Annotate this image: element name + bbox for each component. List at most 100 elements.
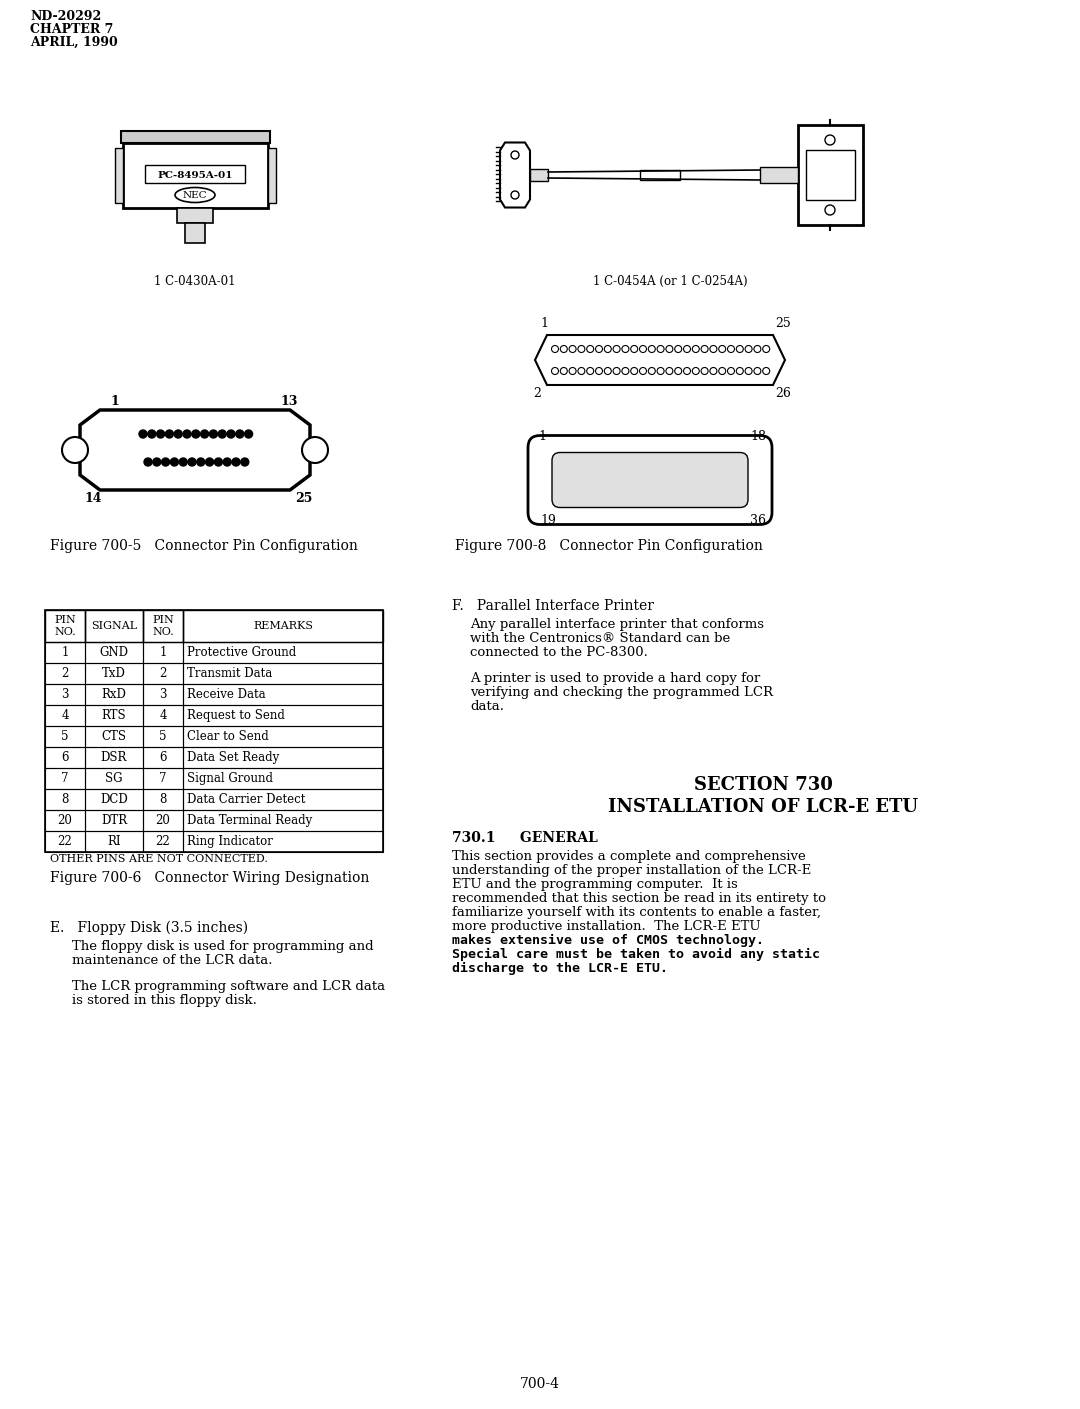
Text: DCD: DCD [100, 793, 127, 806]
Text: SIGNAL: SIGNAL [91, 621, 137, 631]
Text: 4: 4 [62, 709, 69, 721]
Text: Data Carrier Detect: Data Carrier Detect [187, 793, 306, 806]
Polygon shape [268, 148, 275, 203]
Circle shape [165, 430, 174, 438]
Text: Signal Ground: Signal Ground [187, 772, 273, 785]
Text: SECTION 730: SECTION 730 [693, 776, 833, 795]
Circle shape [148, 430, 156, 438]
Circle shape [144, 458, 152, 466]
Text: APRIL, 1990: APRIL, 1990 [30, 37, 118, 49]
Text: Clear to Send: Clear to Send [187, 730, 269, 743]
Text: PC-8495A-01: PC-8495A-01 [158, 172, 233, 180]
Text: Figure 700-6   Connector Wiring Designation: Figure 700-6 Connector Wiring Designatio… [50, 871, 369, 885]
Circle shape [244, 430, 253, 438]
Text: CTS: CTS [102, 730, 126, 743]
Text: 2: 2 [160, 666, 166, 681]
Text: OTHER PINS ARE NOT CONNECTED.: OTHER PINS ARE NOT CONNECTED. [50, 854, 268, 864]
Text: 26: 26 [775, 387, 791, 400]
Circle shape [174, 430, 183, 438]
Text: 3: 3 [159, 688, 166, 702]
Text: understanding of the proper installation of the LCR-E: understanding of the proper installation… [453, 864, 811, 876]
Circle shape [227, 430, 235, 438]
Text: Protective Ground: Protective Ground [187, 645, 296, 659]
Text: 36: 36 [750, 514, 766, 527]
Circle shape [192, 430, 200, 438]
Text: 1: 1 [540, 317, 548, 330]
Text: connected to the PC-8300.: connected to the PC-8300. [470, 645, 648, 659]
Circle shape [152, 458, 161, 466]
Text: makes extensive use of CMOS technology.: makes extensive use of CMOS technology. [453, 934, 764, 947]
Text: 14: 14 [85, 492, 103, 504]
Text: 25: 25 [295, 492, 312, 504]
Text: 19: 19 [540, 514, 556, 527]
Text: REMARKS: REMARKS [253, 621, 313, 631]
Circle shape [302, 437, 328, 464]
Text: SG: SG [105, 772, 123, 785]
Text: 1 C-0454A (or 1 C-0254A): 1 C-0454A (or 1 C-0254A) [593, 275, 747, 287]
Circle shape [218, 430, 226, 438]
Circle shape [224, 458, 231, 466]
Text: 6: 6 [159, 751, 166, 764]
Text: NO.: NO. [54, 627, 76, 637]
Text: 6: 6 [62, 751, 69, 764]
Polygon shape [114, 148, 122, 203]
Text: A printer is used to provide a hard copy for: A printer is used to provide a hard copy… [470, 672, 760, 685]
Text: Figure 700-5   Connector Pin Configuration: Figure 700-5 Connector Pin Configuration [50, 540, 357, 552]
Text: 7: 7 [62, 772, 69, 785]
Circle shape [235, 430, 244, 438]
Polygon shape [121, 131, 270, 142]
Text: DSR: DSR [100, 751, 127, 764]
Text: 13: 13 [280, 395, 297, 409]
Circle shape [210, 430, 217, 438]
Text: ND-20292: ND-20292 [30, 10, 102, 23]
Circle shape [171, 458, 178, 466]
Polygon shape [500, 142, 530, 207]
Text: F.   Parallel Interface Printer: F. Parallel Interface Printer [453, 599, 654, 613]
Text: verifying and checking the programmed LCR: verifying and checking the programmed LC… [470, 686, 773, 699]
Text: NEC: NEC [183, 190, 207, 200]
Text: DTR: DTR [100, 814, 127, 827]
Polygon shape [640, 170, 680, 180]
Circle shape [201, 430, 208, 438]
Text: RI: RI [107, 836, 121, 848]
Text: Request to Send: Request to Send [187, 709, 285, 721]
Circle shape [197, 458, 205, 466]
FancyBboxPatch shape [528, 435, 772, 524]
Circle shape [188, 458, 195, 466]
Text: 18: 18 [750, 430, 766, 442]
Text: TxD: TxD [103, 666, 126, 681]
Text: familiarize yourself with its contents to enable a faster,: familiarize yourself with its contents t… [453, 906, 821, 919]
Text: 4: 4 [159, 709, 166, 721]
Text: discharge to the LCR-E ETU.: discharge to the LCR-E ETU. [453, 962, 669, 975]
Polygon shape [185, 223, 205, 242]
Text: 1: 1 [110, 395, 119, 409]
Circle shape [139, 430, 147, 438]
Text: Receive Data: Receive Data [187, 688, 266, 702]
Text: 20: 20 [57, 814, 72, 827]
Text: The floppy disk is used for programming and: The floppy disk is used for programming … [72, 940, 374, 952]
Circle shape [205, 458, 214, 466]
Circle shape [232, 458, 240, 466]
Polygon shape [760, 168, 797, 183]
Text: 22: 22 [156, 836, 171, 848]
Text: The LCR programming software and LCR data: The LCR programming software and LCR dat… [72, 981, 386, 993]
Circle shape [179, 458, 187, 466]
Text: 5: 5 [62, 730, 69, 743]
Text: data.: data. [470, 700, 504, 713]
Circle shape [62, 437, 87, 464]
Text: ETU and the programming computer.  It is: ETU and the programming computer. It is [453, 878, 738, 890]
Polygon shape [145, 165, 245, 183]
Text: CHAPTER 7: CHAPTER 7 [30, 23, 113, 37]
Circle shape [241, 458, 248, 466]
Text: Any parallel interface printer that conforms: Any parallel interface printer that conf… [470, 619, 764, 631]
Text: 1 C-0430A-01: 1 C-0430A-01 [154, 275, 235, 287]
Text: 7: 7 [159, 772, 166, 785]
Text: more productive installation.  The LCR-E ETU: more productive installation. The LCR-E … [453, 920, 760, 933]
Text: 1: 1 [62, 645, 69, 659]
Polygon shape [797, 125, 863, 225]
FancyBboxPatch shape [552, 452, 748, 507]
Text: RxD: RxD [102, 688, 126, 702]
Circle shape [162, 458, 170, 466]
Text: INSTALLATION OF LCR-E ETU: INSTALLATION OF LCR-E ETU [608, 797, 918, 816]
Text: 8: 8 [62, 793, 69, 806]
